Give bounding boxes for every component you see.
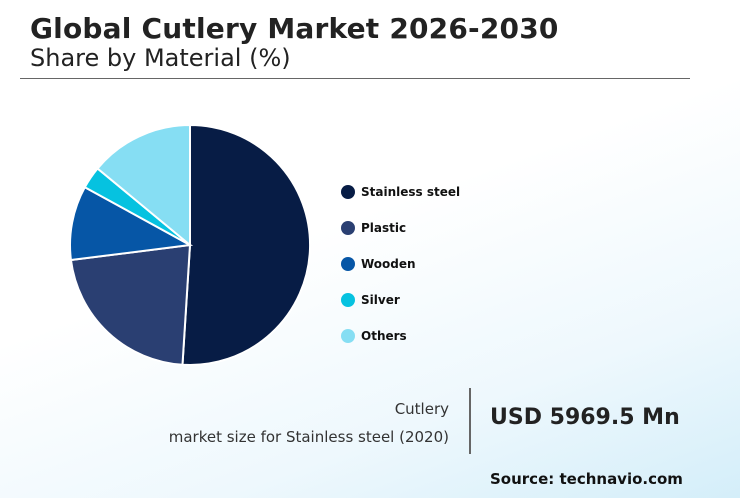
stat-label-description: market size for Stainless steel (2020) xyxy=(168,428,449,446)
legend-item-silver: Silver xyxy=(341,282,460,318)
legend-item-stainless-steel: Stainless steel xyxy=(341,174,460,210)
pie-slice-wooden xyxy=(69,185,194,262)
header-divider xyxy=(20,78,690,79)
source-note: Source: technavio.com xyxy=(490,470,683,488)
legend-label-others: Others xyxy=(361,329,407,343)
legend-label-stainless-steel: Stainless steel xyxy=(361,185,461,199)
legend-label-wooden: Wooden xyxy=(361,257,416,271)
legend-item-others: Others xyxy=(341,318,460,354)
legend-item-wooden: Wooden xyxy=(341,246,460,282)
stat-separator xyxy=(469,388,471,454)
legend-label-silver: Silver xyxy=(361,293,400,307)
pie-slice-stainless-steel xyxy=(181,123,312,366)
stat-value: USD 5969.5 Mn xyxy=(490,405,680,430)
chart-legend: Stainless steel Plastic Wooden Silver Others xyxy=(341,174,460,354)
stat-label-market: Cutlery xyxy=(394,400,449,418)
legend-item-plastic: Plastic xyxy=(341,210,460,246)
legend-swatch-stainless-steel xyxy=(341,185,355,199)
legend-swatch-plastic xyxy=(341,221,355,235)
pie-slice-plastic xyxy=(69,243,192,366)
chart-title: Global Cutlery Market 2026-2030 xyxy=(30,12,559,45)
legend-swatch-silver xyxy=(341,293,355,307)
legend-swatch-wooden xyxy=(341,257,355,271)
legend-swatch-others xyxy=(341,329,355,343)
pie-slice-others xyxy=(96,123,191,248)
chart-subtitle: Share by Material (%) xyxy=(30,44,291,72)
legend-label-plastic: Plastic xyxy=(361,221,407,235)
